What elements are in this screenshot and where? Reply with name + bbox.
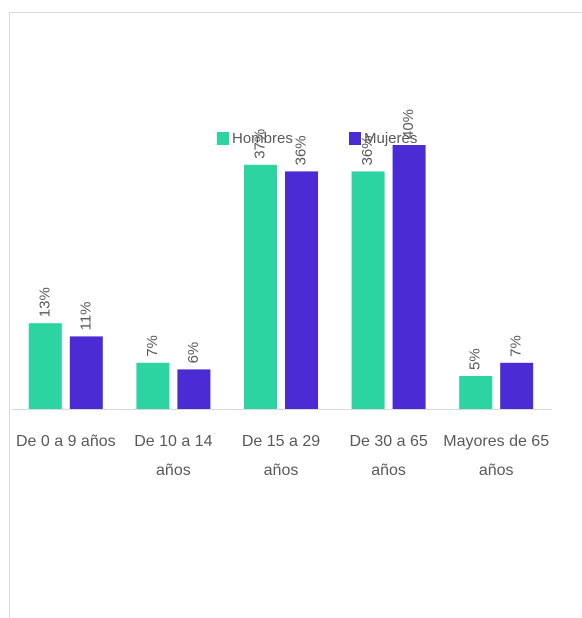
value-label: 36% <box>292 135 309 165</box>
value-label: 36% <box>359 135 376 165</box>
x-tick-label: De 0 a 9 años <box>15 433 116 450</box>
legend-label: Mujeres <box>364 130 417 147</box>
bar <box>69 336 103 409</box>
value-label: 5% <box>467 348 484 370</box>
value-label: 7% <box>144 335 161 357</box>
x-tick-label: De 30 a 65 años <box>349 433 428 479</box>
value-label: 11% <box>77 301 94 330</box>
value-label: 40% <box>400 109 417 139</box>
bar <box>28 323 62 409</box>
bar <box>285 171 318 409</box>
bar <box>392 145 426 409</box>
x-tick-label: Mayores de 65 años <box>443 433 550 479</box>
value-label: 7% <box>508 335 525 357</box>
value-label: 37% <box>251 129 268 159</box>
legend-swatch <box>349 132 361 145</box>
x-tick-label: De 10 a 14 años <box>134 433 213 479</box>
bar <box>136 362 170 409</box>
bar <box>351 171 385 409</box>
bar <box>244 164 277 409</box>
bar <box>459 376 493 409</box>
legend-swatch <box>217 132 229 145</box>
bar <box>177 369 211 409</box>
bar <box>500 362 534 409</box>
legend-label: Hombres <box>232 130 293 147</box>
value-label: 13% <box>36 287 53 317</box>
value-label: 6% <box>185 342 202 364</box>
x-tick-label: De 15 a 29 años <box>241 433 321 479</box>
